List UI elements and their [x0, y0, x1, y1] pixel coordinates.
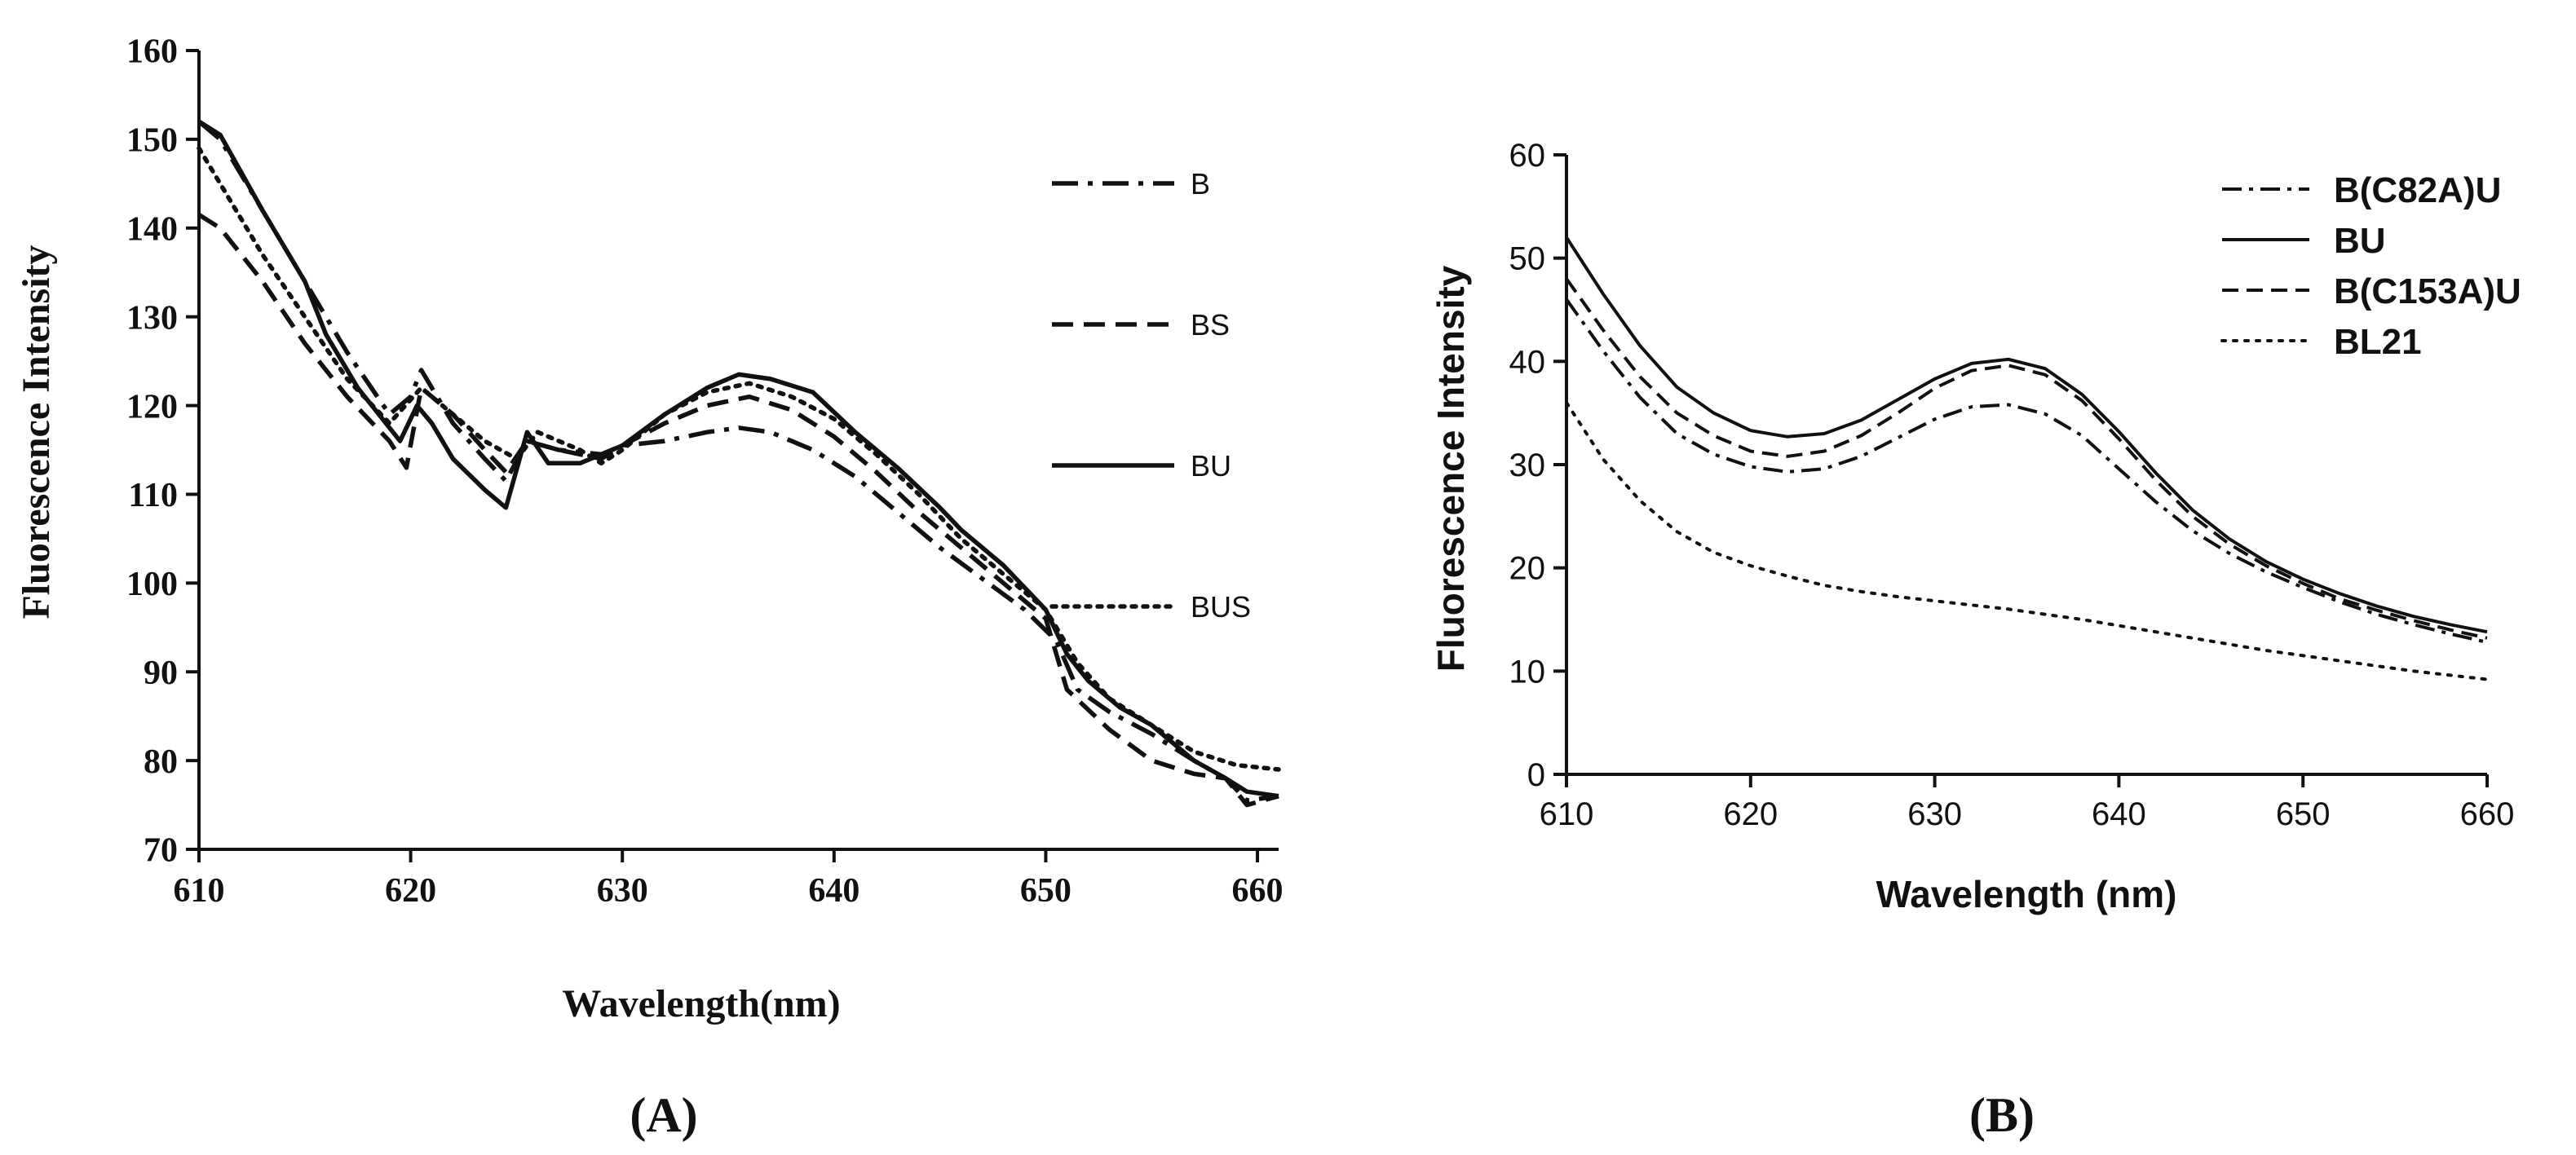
panel-b-x-tick-label: 610: [1540, 796, 1594, 832]
panel-b-x-tick-label: 650: [2276, 796, 2331, 832]
panel-a-y-axis-label: Fluorescence Intensity: [15, 245, 58, 619]
panel-b-legend: B(C82A)U BU B(C153A)U BL21: [2220, 170, 2521, 362]
panel-a-series-line-bus: [197, 146, 1281, 772]
panel-b-y-tick-label: 40: [1509, 344, 1546, 380]
panel-a-y-tick-label: 130: [126, 299, 178, 337]
panel-b-x-tick-label: 620: [1723, 796, 1778, 832]
panel-b-y-axis-label: Fluorescence Intensity: [1429, 265, 1472, 672]
panel-a-y-tick-label: 120: [126, 388, 178, 425]
panel-b-y-tick-label: 0: [1527, 757, 1545, 793]
panel-b-series-line-b-c82a-u: [1565, 298, 2488, 644]
panel-a-series-line-b: [197, 119, 1279, 803]
panel-a-y-tick-label: 70: [144, 832, 178, 870]
panel-b-legend-bu-label: BU: [2334, 221, 2386, 261]
panel-a-series-line-bu: [197, 119, 1279, 799]
panel-a-x-tick-label: 660: [1232, 872, 1284, 910]
panel-a-label: (A): [630, 1088, 697, 1142]
panel-b-x-tick-label: 660: [2460, 796, 2515, 832]
panel-b-legend-b-c153a-u-label: B(C153A)U: [2334, 271, 2521, 311]
panel-a-legend-b-label: B: [1191, 167, 1210, 201]
panel-b-series-line-b-c153a-u: [1565, 277, 2488, 640]
panel-a-x-axis-label: Wavelength(nm): [562, 982, 840, 1025]
panel-b-plot-area: [1565, 236, 2489, 681]
panel-b-x-axis-label: Wavelength (nm): [1876, 873, 2177, 915]
panel-a-y-tick-label: 140: [126, 210, 178, 248]
panel-a-legend-bu-label: BU: [1191, 449, 1231, 483]
panel-a-x-tick-label: 640: [808, 872, 859, 910]
panel-a-x-tick-label: 620: [385, 872, 436, 910]
panel-b-y-tick-label: 60: [1509, 138, 1546, 174]
panel-a-axes: 610 620 630 640 650 660 70 80 90 100 110 120 130 140 1…: [126, 33, 1284, 910]
panel-b-series-line-bl21: [1565, 401, 2489, 681]
panel-a-legend-bus-label: BUS: [1191, 590, 1251, 624]
panel-b-chart: 610 620 630 640 650 660 0 10 20 30 40 50 60 B(C82A)U…: [1429, 138, 2521, 1142]
panel-a-y-tick-label: 160: [126, 33, 178, 71]
panel-a-legend-bs-label: BS: [1191, 308, 1230, 342]
panel-a-y-tick-label: 150: [126, 122, 178, 160]
panel-a-series-line-bs: [197, 213, 1279, 808]
panel-b-y-tick-label: 30: [1509, 447, 1546, 483]
panel-b-legend-b-c82a-u-label: B(C82A)U: [2334, 170, 2501, 210]
panel-b-x-tick-label: 630: [1907, 796, 1962, 832]
panel-a-y-tick-label: 110: [128, 477, 178, 514]
panel-b-legend-bl21-label: BL21: [2334, 322, 2422, 362]
panel-a-x-tick-label: 650: [1020, 872, 1071, 910]
panel-a-y-tick-label: 90: [144, 655, 178, 692]
panel-b-y-tick-label: 50: [1509, 241, 1546, 277]
panel-a-y-tick-label: 80: [144, 743, 178, 781]
panel-a-legend: B BS BU BUS: [1049, 167, 1251, 624]
panel-b-x-tick-label: 640: [2092, 796, 2146, 832]
panel-a-x-tick-label: 610: [174, 872, 225, 910]
panel-b-axes: 610 620 630 640 650 660 0 10 20 30 40 50 60: [1509, 138, 2515, 832]
panel-a-x-tick-label: 630: [597, 872, 648, 910]
panel-b-y-tick-label: 10: [1509, 654, 1546, 690]
panel-b-series-line-bu: [1565, 236, 2488, 634]
panel-b-y-tick-label: 20: [1509, 551, 1546, 587]
panel-a-chart: 610 620 630 640 650 660 70 80 90 100 110 120 130 140 1…: [15, 33, 1284, 1142]
panel-a-plot-area: [197, 119, 1281, 808]
panel-a-y-tick-label: 100: [126, 566, 178, 603]
panel-b-label: (B): [1969, 1088, 2035, 1142]
